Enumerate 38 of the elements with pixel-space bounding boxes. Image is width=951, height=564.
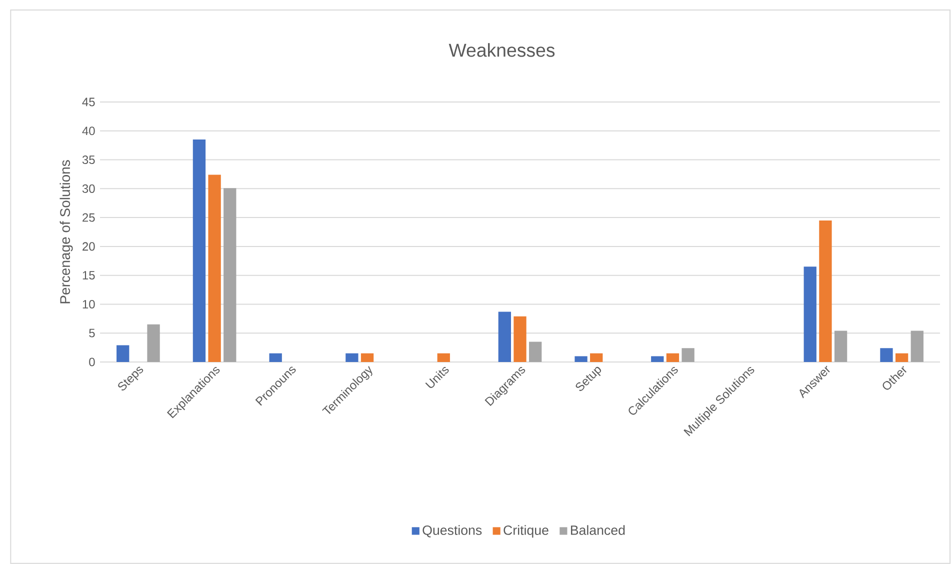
bar	[498, 312, 512, 362]
y-tick-label: 5	[89, 328, 95, 338]
y-tick-label: 40	[82, 126, 95, 136]
y-tick-label: 45	[82, 98, 95, 106]
bar	[208, 174, 221, 362]
bar	[192, 140, 206, 362]
y-axis-title: Percenage of Solutions	[60, 160, 73, 304]
bar	[360, 353, 374, 362]
y-tick-label: 20	[82, 242, 95, 251]
bar	[895, 353, 908, 362]
y-tick-label: 35	[82, 156, 95, 164]
legend-label: Balanced	[570, 525, 625, 535]
bar	[529, 342, 542, 362]
bar	[346, 353, 358, 362]
y-tick-label: 30	[82, 184, 95, 193]
bar	[574, 356, 588, 362]
y-tick-label: 15	[82, 271, 95, 280]
bar	[590, 353, 603, 362]
bar	[910, 330, 924, 362]
y-tick-label: 0	[89, 358, 95, 366]
bar	[819, 220, 832, 362]
bar	[880, 348, 893, 362]
bar	[514, 316, 526, 362]
y-tick-label: 25	[82, 213, 95, 222]
legend-label: Questions	[422, 525, 482, 538]
bar	[147, 324, 160, 362]
bar	[224, 188, 236, 362]
legend-label: Critique	[504, 525, 548, 538]
bar	[651, 356, 664, 362]
bar	[804, 266, 816, 362]
chart-title: Weaknesses	[448, 43, 555, 57]
bar	[116, 345, 130, 362]
bar	[269, 353, 282, 362]
bar	[437, 353, 450, 362]
bar	[666, 353, 680, 362]
bar	[834, 330, 848, 362]
y-tick-label: 10	[82, 300, 95, 308]
bar	[682, 348, 694, 362]
